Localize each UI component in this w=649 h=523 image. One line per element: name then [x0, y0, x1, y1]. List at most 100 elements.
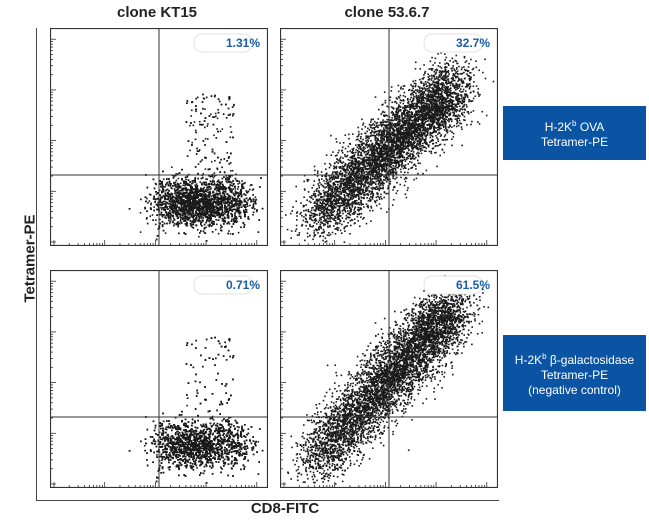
event-dot	[167, 214, 170, 217]
event-dot	[161, 181, 163, 183]
event-dot	[198, 218, 200, 221]
event-dot	[187, 183, 190, 185]
event-dot	[208, 194, 211, 197]
event-dot	[317, 232, 319, 234]
event-dot	[195, 210, 197, 213]
event-dot	[354, 207, 356, 210]
event-dot	[205, 221, 207, 224]
event-dot	[252, 204, 255, 206]
event-dot	[165, 189, 167, 192]
event-dot	[231, 189, 233, 192]
event-dot	[320, 192, 322, 195]
event-dot	[162, 207, 164, 209]
event-dot	[194, 204, 197, 206]
event-dot	[154, 182, 157, 185]
event-dot	[208, 214, 210, 216]
event-dot	[356, 135, 359, 138]
event-dot	[245, 197, 248, 200]
event-dot	[422, 112, 425, 115]
event-dot	[187, 210, 189, 212]
event-dot	[195, 190, 198, 192]
event-dot	[215, 205, 217, 208]
event-dot	[191, 109, 193, 112]
event-dot	[166, 188, 169, 191]
event-dot	[191, 182, 193, 185]
event-dot	[213, 182, 216, 185]
event-dot	[206, 213, 208, 216]
event-dot	[205, 226, 207, 229]
event-dot	[207, 203, 209, 205]
event-dot	[229, 113, 231, 116]
event-dot	[204, 144, 206, 146]
event-dot	[234, 186, 236, 188]
event-dot	[184, 184, 186, 187]
event-dot	[204, 193, 207, 196]
event-dot	[416, 116, 419, 119]
event-dot	[223, 213, 226, 215]
event-dot	[427, 114, 430, 116]
event-dot	[456, 99, 459, 102]
event-dot	[168, 222, 171, 225]
event-dot	[223, 171, 226, 173]
event-dot	[212, 179, 214, 182]
event-dot	[166, 192, 169, 194]
event-dot	[203, 183, 206, 186]
event-dot	[185, 197, 187, 199]
event-dot	[227, 212, 229, 215]
event-dot	[238, 204, 240, 206]
event-dot	[227, 197, 229, 199]
event-dot	[177, 187, 180, 190]
event-dot	[192, 221, 195, 224]
event-dot	[213, 95, 216, 98]
event-dot	[182, 215, 184, 217]
event-dot	[234, 190, 237, 192]
event-dot	[212, 205, 214, 207]
event-dot	[461, 106, 464, 108]
event-dot	[181, 194, 184, 197]
event-dot	[194, 178, 196, 180]
event-dot	[183, 199, 185, 202]
event-dot	[206, 209, 208, 212]
event-dot	[207, 208, 209, 211]
event-dot	[200, 223, 202, 226]
event-dot	[222, 192, 224, 195]
event-dot	[210, 213, 213, 215]
event-dot	[171, 209, 174, 212]
event-dot	[173, 207, 176, 209]
event-dot	[238, 180, 240, 183]
event-dot	[146, 197, 148, 200]
event-dot	[224, 191, 227, 193]
event-dot	[211, 148, 214, 151]
event-dot	[236, 220, 238, 223]
event-dot	[186, 197, 189, 200]
event-dot	[225, 141, 228, 143]
event-dot	[184, 233, 187, 235]
event-dot	[210, 218, 212, 220]
event-dot	[237, 209, 240, 211]
event-dot	[221, 214, 223, 217]
event-dot	[240, 190, 242, 193]
event-dot	[194, 196, 196, 198]
event-dot	[237, 195, 239, 197]
event-dot	[181, 202, 184, 204]
event-dot	[230, 181, 233, 184]
event-dot	[164, 194, 167, 196]
event-dot	[181, 178, 183, 181]
event-dot	[195, 217, 197, 219]
event-dot	[188, 193, 190, 196]
event-dot	[198, 206, 200, 209]
event-dot	[165, 217, 168, 219]
event-dot	[191, 186, 193, 189]
event-dot	[189, 220, 192, 222]
event-dot	[222, 214, 224, 217]
event-dot	[381, 137, 384, 139]
event-dot	[238, 182, 241, 184]
event-dot	[324, 214, 326, 217]
event-dot	[433, 70, 435, 73]
event-dot	[209, 201, 211, 204]
event-dot	[247, 190, 250, 193]
event-dot	[207, 168, 210, 171]
event-dot	[466, 106, 468, 108]
event-dot	[194, 200, 196, 203]
event-dot	[200, 187, 202, 190]
